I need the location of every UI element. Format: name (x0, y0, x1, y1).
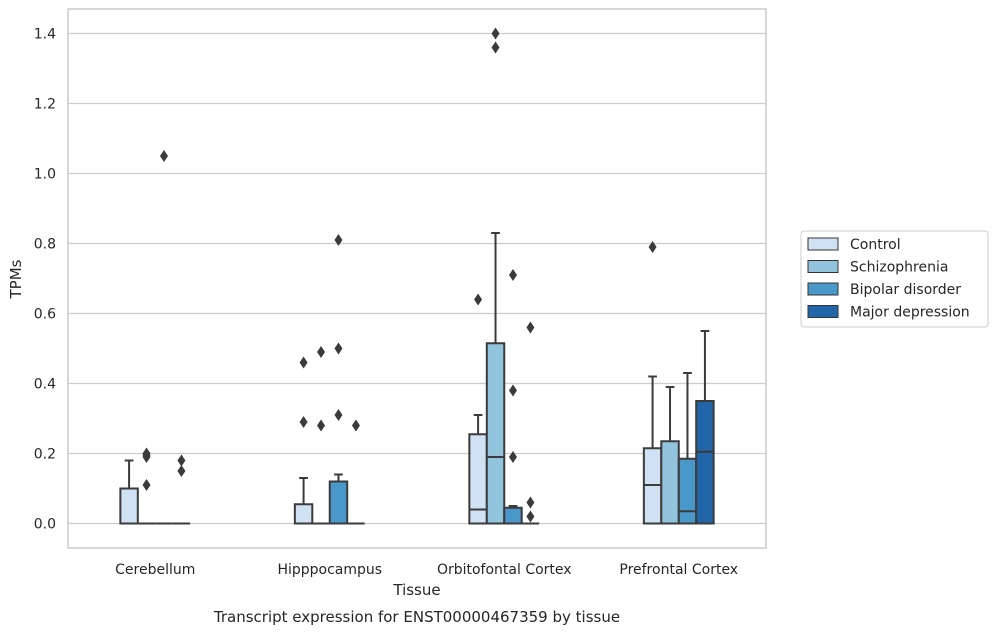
box-group (293, 356, 314, 525)
outlier-point (508, 384, 517, 397)
y-tick-label: 1.0 (34, 167, 56, 183)
box (328, 480, 349, 525)
y-tick-label: 0.4 (34, 377, 56, 393)
box-group (660, 386, 680, 525)
y-tick-label: 0.2 (34, 447, 56, 463)
box-group (485, 27, 506, 525)
plot-area-marks (119, 27, 715, 525)
box (677, 457, 698, 525)
y-tick-label: 1.4 (34, 27, 56, 43)
outlier-point (491, 41, 500, 54)
y-axis-title: TPMs (7, 259, 25, 299)
x-tick-labels: Cerebellum Hipppocampus Orbitofontal Corte… (115, 562, 738, 578)
box-group (347, 419, 365, 525)
outlier-point (142, 447, 151, 460)
box-group (677, 372, 698, 525)
legend-swatch (807, 305, 839, 318)
box-group (642, 241, 663, 525)
box (485, 342, 506, 525)
y-tick-label: 1.2 (34, 97, 56, 113)
box-group (137, 447, 156, 525)
box-group (312, 346, 330, 525)
box-group (119, 459, 139, 525)
legend-label: Bipolar disorder (850, 282, 961, 298)
outlier-point (177, 454, 186, 467)
outlier-point (508, 451, 517, 463)
outlier-point (351, 419, 360, 432)
box-group (328, 234, 349, 525)
legend-swatch (807, 260, 839, 273)
box (660, 440, 680, 525)
plot-frame (67, 8, 767, 549)
outlier-point (317, 346, 326, 358)
outlier-point (526, 321, 535, 334)
box (503, 506, 523, 525)
y-tick-label: 0.0 (34, 517, 56, 533)
box-group (503, 269, 523, 525)
outlier-point (159, 150, 168, 162)
legend-label: Schizophrenia (850, 260, 948, 276)
outlier-point (334, 409, 343, 421)
x-tick-label: Hipppocampus (277, 562, 382, 578)
legend-label: Major depression (850, 305, 970, 321)
outlier-point (526, 496, 535, 509)
gridlines (68, 32, 766, 525)
legend: Control Schizophrenia Bipolar disorder Majo… (800, 230, 989, 328)
box-group (468, 293, 488, 525)
x-tick-label: Cerebellum (115, 562, 195, 578)
outlier-point (334, 342, 343, 355)
x-tick-label: Prefrontal Cortex (619, 562, 738, 578)
legend-label: Control (850, 237, 901, 253)
outlier-point (299, 356, 308, 369)
chart-caption: Transcript expression for ENST0000046735… (213, 608, 620, 626)
legend-swatch (807, 237, 839, 251)
y-tick-labels: 0.0 0.2 0.4 0.6 0.8 1.0 1.2 1.4 (34, 27, 56, 533)
outlier-point (648, 241, 657, 253)
outlier-point (177, 465, 186, 477)
legend-frame (800, 230, 989, 328)
legend-swatch (807, 282, 839, 296)
box (119, 487, 139, 525)
box-group (172, 454, 191, 525)
outlier-point (334, 234, 343, 246)
box-group (155, 150, 173, 525)
outlier-point (142, 479, 151, 491)
x-axis-title: Tissue (392, 581, 440, 599)
y-tick-label: 0.6 (34, 307, 56, 323)
box-group (695, 330, 715, 525)
box-group (521, 321, 540, 525)
outlier-point (491, 27, 500, 40)
outlier-point (474, 293, 483, 306)
y-tick-label: 0.8 (34, 237, 56, 253)
box (695, 400, 715, 525)
outlier-point (526, 510, 535, 523)
box (293, 503, 314, 525)
outlier-point (299, 416, 308, 428)
outlier-point (317, 419, 326, 432)
x-tick-label: Orbitofontal Cortex (437, 562, 572, 578)
outlier-point (508, 269, 517, 281)
